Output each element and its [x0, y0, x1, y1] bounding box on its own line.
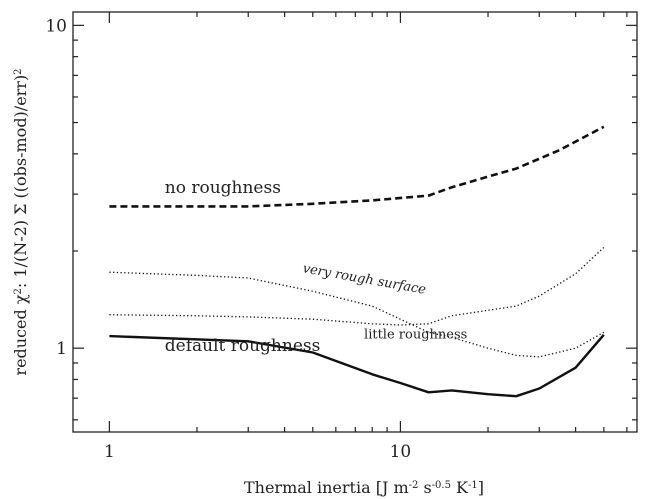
x-axis-title: Thermal inertia [J m-2 s-0.5 K-1] — [244, 478, 484, 497]
series-line-little-roughness — [109, 247, 605, 326]
tick-labels: 1 10 1 10 — [45, 16, 411, 462]
x-tick-label: 10 — [390, 442, 412, 462]
annotations: no roughness very rough surface little rou… — [165, 178, 468, 356]
x-tick-label: 1 — [104, 442, 115, 462]
series-lines — [109, 125, 605, 398]
series-line-no-roughness — [109, 125, 605, 208]
y-tick-label: 10 — [45, 16, 67, 36]
annotation-default-roughness: default roughness — [165, 336, 321, 356]
axis-ticks — [73, 12, 637, 432]
annotation-very-rough-surface: very rough surface — [302, 261, 428, 297]
y-tick-label: 1 — [56, 339, 67, 359]
annotation-no-roughness: no roughness — [165, 178, 281, 198]
series-line-very-rough-surface — [109, 271, 605, 358]
series-line-default-roughness — [109, 334, 605, 398]
annotation-little-roughness: little roughness — [364, 328, 467, 343]
y-axis-title: reduced χ2: 1/(N-2) Σ ((obs-mod)/err)2 — [11, 68, 30, 375]
